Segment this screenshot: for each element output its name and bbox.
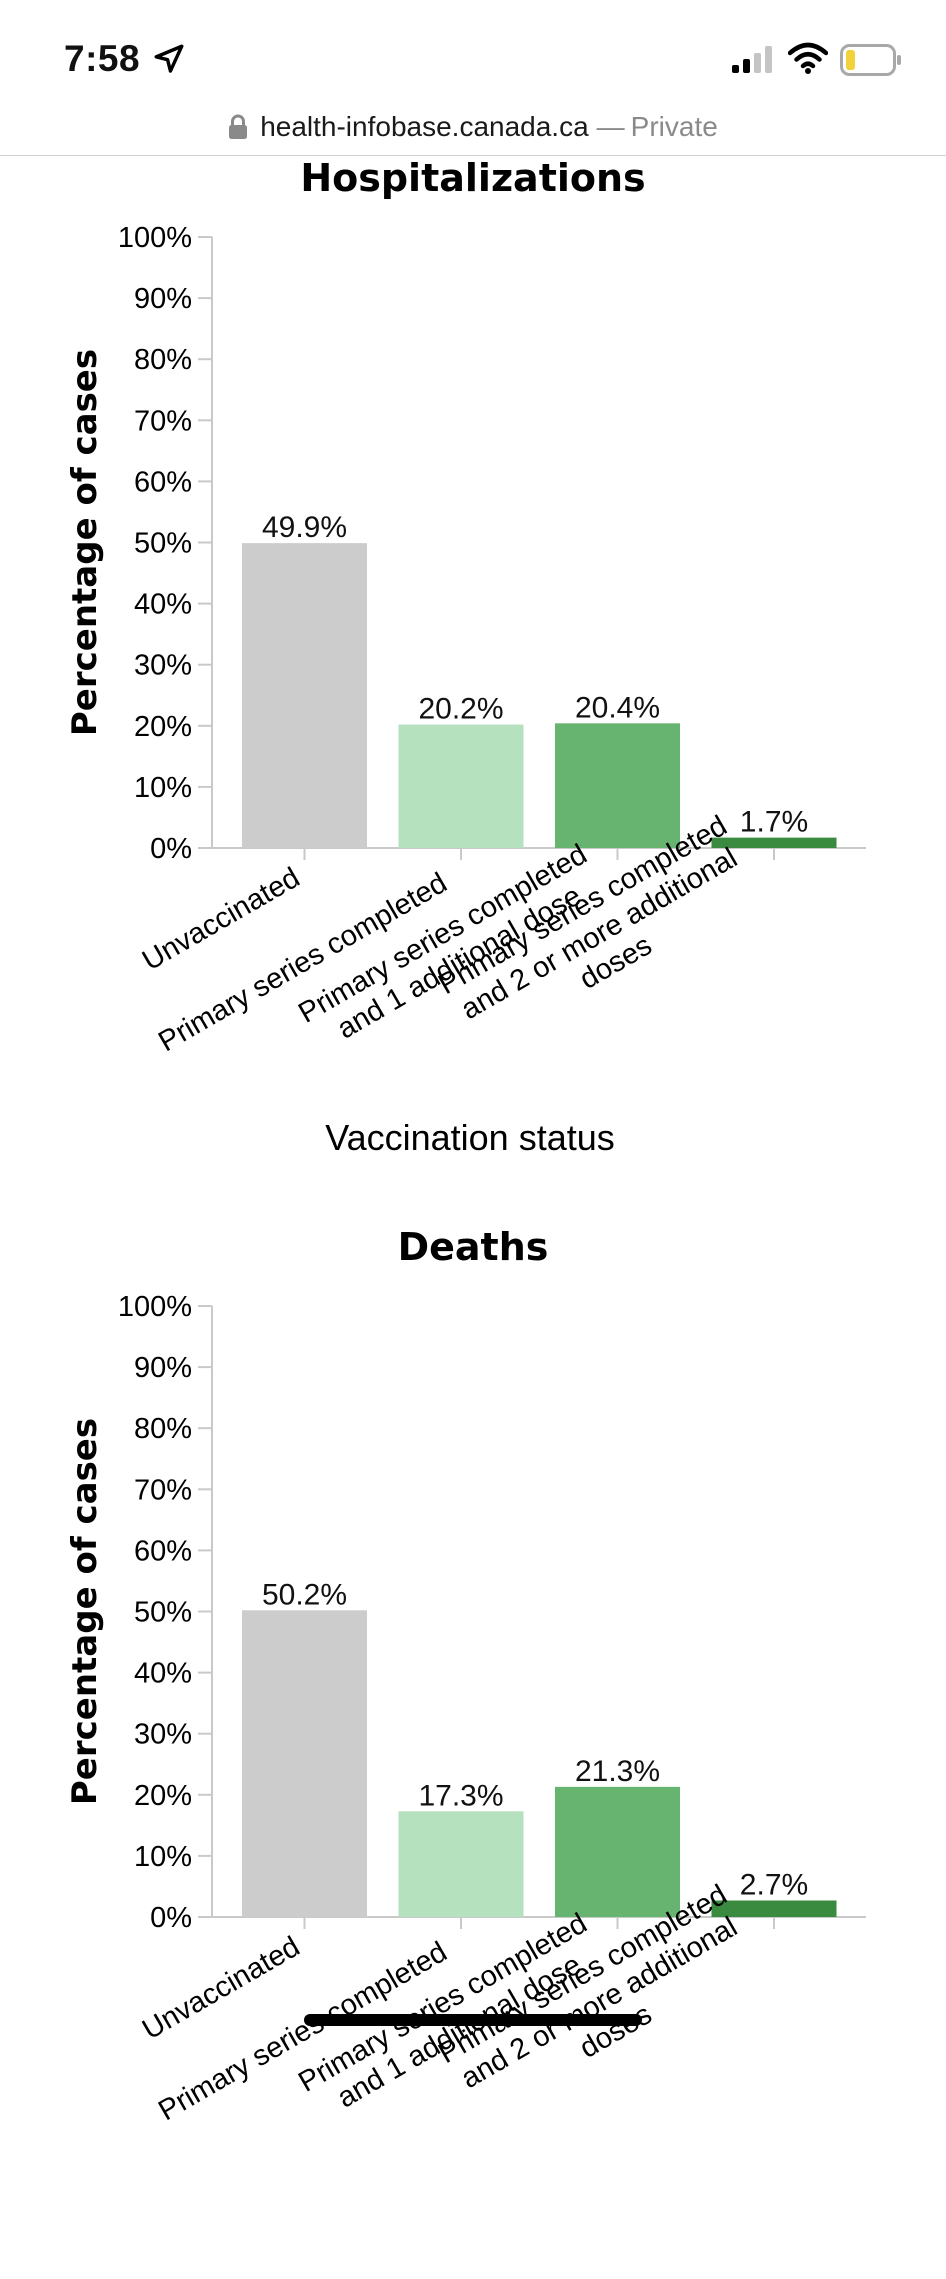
status-bar: 7:58	[0, 0, 946, 100]
y-tick-label: 80%	[134, 344, 192, 376]
chart-title: Hospitalizations	[300, 156, 645, 200]
y-tick-label: 90%	[134, 283, 192, 315]
lock-icon	[229, 114, 248, 139]
data-label: 17.3%	[418, 1779, 503, 1812]
y-tick-label: 10%	[134, 772, 192, 804]
data-label: 20.4%	[575, 691, 660, 724]
y-tick-label: 70%	[134, 405, 192, 437]
y-tick-label: 80%	[134, 1413, 192, 1445]
battery-icon	[840, 44, 901, 76]
y-tick-label: 40%	[134, 589, 192, 621]
data-label: 1.7%	[740, 806, 808, 839]
bar	[711, 1900, 837, 1917]
y-tick-label: 90%	[134, 1352, 192, 1384]
y-tick-label: 50%	[134, 528, 192, 560]
y-tick-label: 30%	[134, 1719, 192, 1751]
chart-title: Deaths	[398, 1225, 549, 1269]
url-host: health-infobase.canada.ca	[260, 111, 589, 142]
y-tick-label: 20%	[134, 711, 192, 743]
bar	[398, 1811, 524, 1917]
data-label: 21.3%	[575, 1755, 660, 1788]
y-tick-label: 0%	[150, 833, 192, 865]
x-axis-title: Vaccination status	[325, 1117, 615, 1158]
address-bar[interactable]: health-infobase.canada.ca — Private	[0, 98, 946, 156]
data-label: 49.9%	[262, 511, 347, 544]
private-mode-label: Private	[630, 111, 718, 142]
status-time: 7:58	[64, 38, 141, 79]
y-tick-label: 100%	[118, 1291, 192, 1323]
y-tick-label: 30%	[134, 650, 192, 682]
y-axis-title: Percentage of cases	[65, 349, 105, 736]
y-tick-label: 20%	[134, 1780, 192, 1812]
wifi-icon	[788, 42, 828, 74]
data-label: 50.2%	[262, 1578, 347, 1611]
deaths-chart: Deaths Percentage of cases 0% 10% 20% 30% 40% 5…	[65, 1225, 866, 2127]
bar	[555, 723, 680, 848]
y-tick-label: 60%	[134, 1535, 192, 1567]
address-bar-divider	[0, 155, 946, 156]
bar	[242, 1610, 367, 1917]
hospitalizations-chart: Hospitalizations Percentage of cases 0% 10%…	[65, 156, 866, 1158]
data-label: 2.7%	[740, 1869, 808, 1902]
y-tick-label: 0%	[150, 1902, 192, 1934]
y-tick-label: 100%	[118, 222, 192, 254]
signal-icon	[732, 46, 772, 73]
y-tick-label: 60%	[134, 466, 192, 498]
data-label: 20.2%	[418, 693, 503, 726]
y-tick-label: 40%	[134, 1658, 192, 1690]
bar	[398, 724, 524, 848]
bar	[242, 543, 367, 848]
y-tick-label: 10%	[134, 1841, 192, 1873]
url-separator: —	[596, 111, 625, 142]
y-axis-title: Percentage of cases	[65, 1418, 105, 1805]
y-tick-label: 50%	[134, 1597, 192, 1629]
y-tick-label: 70%	[134, 1474, 192, 1506]
bar	[711, 837, 837, 848]
home-indicator[interactable]	[304, 2014, 642, 2026]
bar	[555, 1786, 680, 1917]
location-arrow-icon	[154, 44, 184, 73]
